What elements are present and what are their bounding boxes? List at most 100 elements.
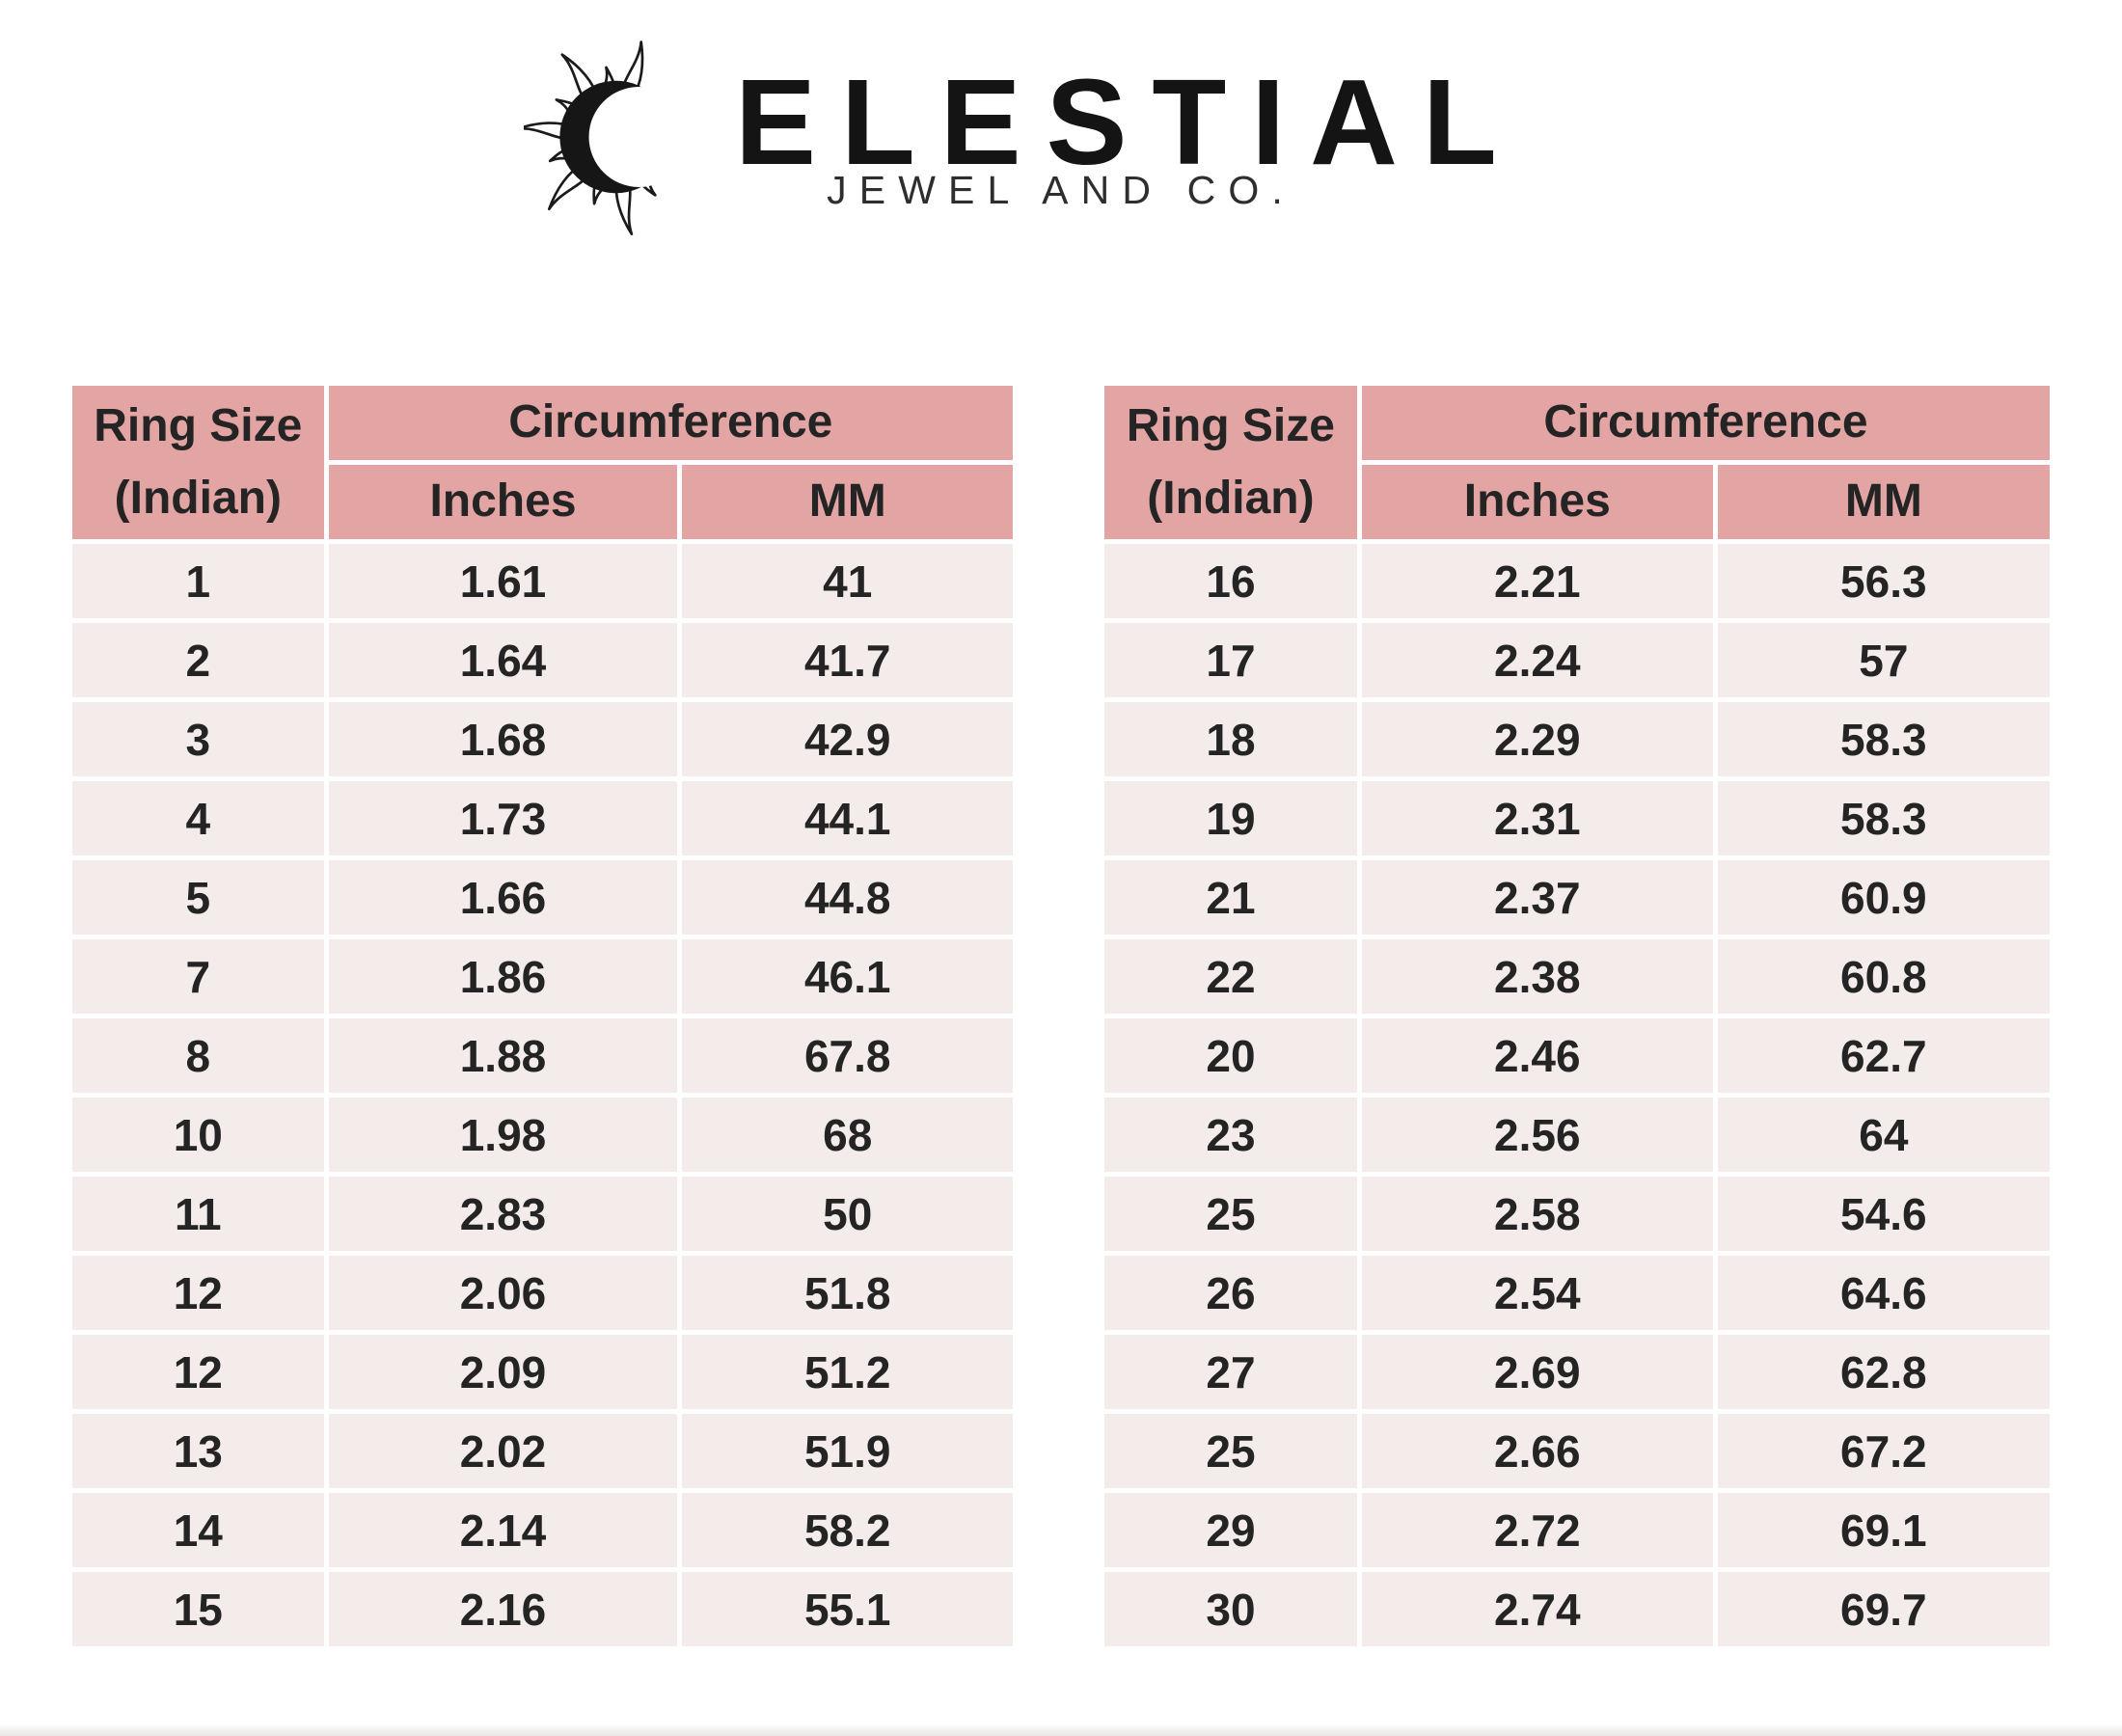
table-cell: 4 xyxy=(72,781,324,855)
table-cell: 17 xyxy=(1104,623,1357,697)
table-row: 8 1.88 67.8 xyxy=(72,1018,1013,1093)
table-cell: 51.9 xyxy=(682,1414,1013,1488)
crescent-sun-icon xyxy=(524,41,690,235)
header-line: Ring Size xyxy=(1126,400,1335,452)
table-cell: 2.38 xyxy=(1361,939,1713,1014)
header-row-2: Inches MM xyxy=(72,465,1013,539)
table-row: 3 1.68 42.9 xyxy=(72,702,1013,776)
table-cell: 42.9 xyxy=(682,702,1013,776)
header-row-1: Ring Size (Indian) Circumference xyxy=(1104,386,2050,539)
ring-size-table-right: Ring Size (Indian) Circumference Inches … xyxy=(1100,381,2054,1651)
table-cell: 67.8 xyxy=(682,1018,1013,1093)
table-row: 13 2.02 51.9 xyxy=(72,1414,1013,1488)
table-cell: 23 xyxy=(1104,1098,1357,1172)
table-row: 20 2.46 62.7 xyxy=(1104,1018,2050,1093)
table-cell: 58.3 xyxy=(1717,781,2050,855)
table-cell: 2.09 xyxy=(328,1335,678,1409)
table-cell: 56.3 xyxy=(1717,544,2050,618)
table-cell: 1.61 xyxy=(328,544,678,618)
table-cell: 20 xyxy=(1104,1018,1357,1093)
table-cell: 69.1 xyxy=(1717,1493,2050,1567)
table-cell: 2.16 xyxy=(328,1572,678,1646)
table-row: 27 2.69 62.8 xyxy=(1104,1335,2050,1409)
table-cell: 3 xyxy=(72,702,324,776)
table-row: 12 2.09 51.2 xyxy=(72,1335,1013,1409)
header-line: Ring Size xyxy=(94,400,303,452)
table-cell: 57 xyxy=(1717,623,2050,697)
table-row: 7 1.86 46.1 xyxy=(72,939,1013,1014)
table-body-right: 16 2.21 56.3 17 2.24 57 18 2.29 58.3 19 2.31 58.3 21… xyxy=(1104,544,2050,1646)
table-cell: 2.37 xyxy=(1361,860,1713,935)
table-header: Ring Size (Indian) Circumference Inches … xyxy=(72,386,1013,539)
table-cell: 51.8 xyxy=(682,1256,1013,1330)
table-row: 2 1.64 41.7 xyxy=(72,623,1013,697)
table-row: 11 2.83 50 xyxy=(72,1177,1013,1251)
table-cell: 1.68 xyxy=(328,702,678,776)
table-cell: 5 xyxy=(72,860,324,935)
table-cell: 2.83 xyxy=(328,1177,678,1251)
table-row: 17 2.24 57 xyxy=(1104,623,2050,697)
table-cell: 30 xyxy=(1104,1572,1357,1646)
table-cell: 13 xyxy=(72,1414,324,1488)
table-cell: 2.06 xyxy=(328,1256,678,1330)
table-row: 16 2.21 56.3 xyxy=(1104,544,2050,618)
table-cell: 7 xyxy=(72,939,324,1014)
table-cell: 14 xyxy=(72,1493,324,1567)
table-cell: 64.6 xyxy=(1717,1256,2050,1330)
table-row: 14 2.14 58.2 xyxy=(72,1493,1013,1567)
header-row-1: Ring Size (Indian) Circumference xyxy=(72,386,1013,539)
table-cell: 26 xyxy=(1104,1256,1357,1330)
bottom-edge-artifact xyxy=(0,1725,2122,1736)
table-cell: 2.72 xyxy=(1361,1493,1713,1567)
table-cell: 10 xyxy=(72,1098,324,1172)
table-cell: 62.7 xyxy=(1717,1018,2050,1093)
table-cell: 2.56 xyxy=(1361,1098,1713,1172)
table-cell: 44.8 xyxy=(682,860,1013,935)
table-cell: 46.1 xyxy=(682,939,1013,1014)
table-cell: 1.64 xyxy=(328,623,678,697)
table-row: 30 2.74 69.7 xyxy=(1104,1572,2050,1646)
header-line: (Indian) xyxy=(1147,472,1315,524)
table-row: 26 2.54 64.6 xyxy=(1104,1256,2050,1330)
table-row: 12 2.06 51.8 xyxy=(72,1256,1013,1330)
header-ring-size: Ring Size (Indian) xyxy=(1104,386,1357,539)
table-cell: 2.31 xyxy=(1361,781,1713,855)
table-row: 10 1.98 68 xyxy=(72,1098,1013,1172)
table-cell: 54.6 xyxy=(1717,1177,2050,1251)
table-cell: 1.66 xyxy=(328,860,678,935)
table-cell: 18 xyxy=(1104,702,1357,776)
table-row: 15 2.16 55.1 xyxy=(72,1572,1013,1646)
brand-wordmark: ELESTIAL xyxy=(735,54,1522,190)
table-row: 22 2.38 60.8 xyxy=(1104,939,2050,1014)
table-cell: 2.46 xyxy=(1361,1018,1713,1093)
table-cell: 62.8 xyxy=(1717,1335,2050,1409)
table-cell: 1.86 xyxy=(328,939,678,1014)
table-body-left: 1 1.61 41 2 1.64 41.7 3 1.68 42.9 4 1.73 44.1 5 1.66 4… xyxy=(72,544,1013,1646)
ring-size-table-left: Ring Size (Indian) Circumference Inches … xyxy=(68,381,1018,1651)
table-cell: 2.29 xyxy=(1361,702,1713,776)
table-cell: 1.88 xyxy=(328,1018,678,1093)
table-cell: 2.74 xyxy=(1361,1572,1713,1646)
table-cell: 2.58 xyxy=(1361,1177,1713,1251)
table-cell: 29 xyxy=(1104,1493,1357,1567)
table-cell: 2.69 xyxy=(1361,1335,1713,1409)
table-cell: 1.98 xyxy=(328,1098,678,1172)
table-cell: 25 xyxy=(1104,1414,1357,1488)
table-cell: 1.73 xyxy=(328,781,678,855)
table-cell: 2.54 xyxy=(1361,1256,1713,1330)
header-mm: MM xyxy=(682,465,1013,539)
table-cell: 60.9 xyxy=(1717,860,2050,935)
table-cell: 21 xyxy=(1104,860,1357,935)
table-cell: 2 xyxy=(72,623,324,697)
table-cell: 12 xyxy=(72,1256,324,1330)
table-row: 1 1.61 41 xyxy=(72,544,1013,618)
header-inches: Inches xyxy=(1361,465,1713,539)
header-circumference: Circumference xyxy=(328,386,1013,460)
header-ring-size: Ring Size (Indian) xyxy=(72,386,324,539)
table-row: 19 2.31 58.3 xyxy=(1104,781,2050,855)
table-cell: 22 xyxy=(1104,939,1357,1014)
table-cell: 2.21 xyxy=(1361,544,1713,618)
table-cell: 19 xyxy=(1104,781,1357,855)
table-cell: 2.14 xyxy=(328,1493,678,1567)
table-cell: 11 xyxy=(72,1177,324,1251)
